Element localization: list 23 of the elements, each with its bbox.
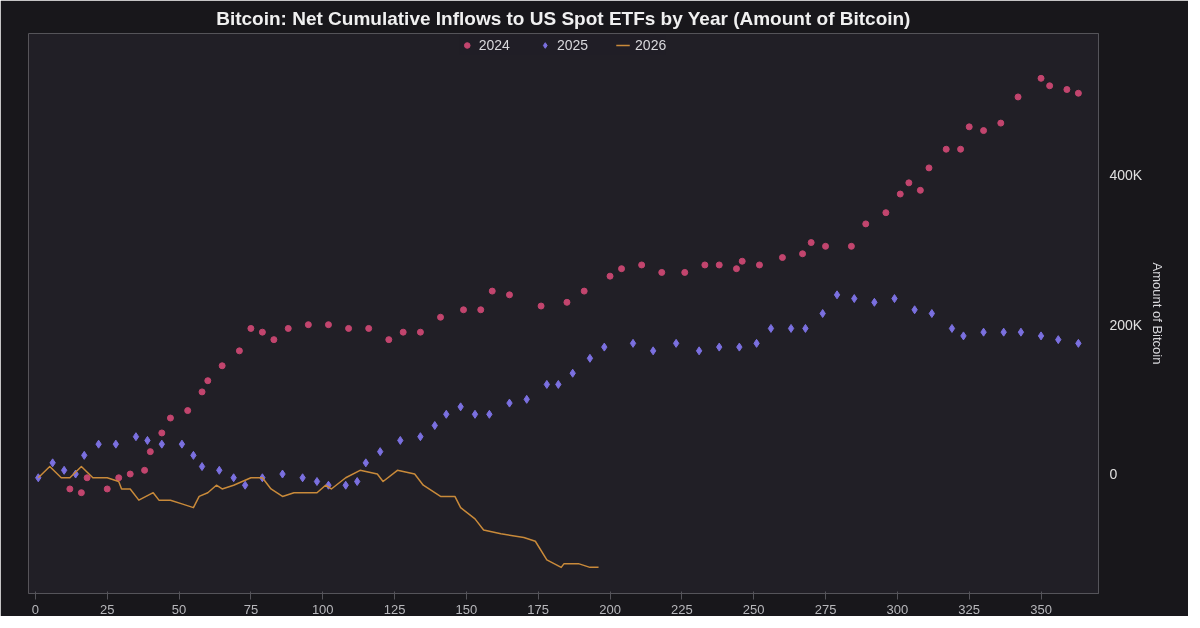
chart-title: Bitcoin: Net Cumulative Inflows to US Spot ETFs by Year (Amount of Bitcoin): [216, 7, 911, 29]
x-tick-label: 200: [599, 601, 621, 617]
x-tick-label: 150: [455, 601, 478, 617]
x-tick-label: 175: [527, 601, 550, 617]
x-tick-label: 300: [886, 601, 909, 617]
legend-label: 2025: [556, 37, 589, 53]
y-axis-title: Amount of Bitcoin: [1150, 262, 1166, 365]
x-tick-label: 25: [100, 601, 115, 617]
x-tick-label: 75: [243, 601, 259, 617]
x-tick-label: 50: [171, 601, 187, 617]
y-tick-label: 0: [1109, 466, 1118, 483]
x-tick-label: 250: [742, 601, 765, 617]
legend-label: 2024: [478, 37, 510, 53]
x-tick-label: 100: [311, 601, 334, 617]
x-tick-label: 0: [31, 601, 40, 617]
y-tick-label: 400K: [1109, 167, 1143, 184]
x-tick-label: 125: [383, 601, 406, 617]
y-tick-label: 200K: [1109, 316, 1143, 333]
x-tick-label: 350: [1030, 601, 1052, 617]
x-tick-label: 275: [814, 601, 837, 617]
legend-label: 2026: [635, 37, 667, 53]
x-tick-label: 225: [671, 601, 693, 617]
x-tick-label: 325: [958, 601, 981, 617]
